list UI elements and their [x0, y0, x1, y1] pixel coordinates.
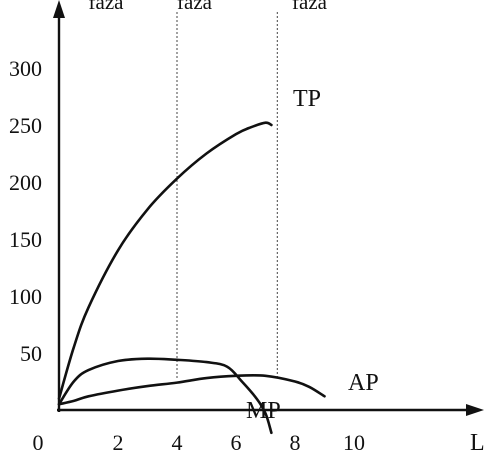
x-axis-label: L [470, 430, 485, 454]
curve-labels: TP AP MP [246, 86, 379, 424]
series-label-mp: MP [246, 398, 281, 424]
phase-label-3: faza [292, 0, 328, 14]
y-tick-labels: 300 250 200 150 100 50 [9, 56, 42, 366]
curve-tp [57, 121, 273, 400]
x-tick-label: 0 [33, 430, 44, 454]
x-tick-label: 10 [343, 430, 365, 454]
y-tick-label: 250 [9, 113, 42, 138]
y-axis-arrow-icon [53, 0, 65, 18]
phase-label-1: faza [89, 0, 125, 14]
y-tick-label: 300 [9, 56, 42, 81]
y-tick-label: 100 [9, 284, 42, 309]
y-tick-label: 150 [9, 227, 42, 252]
x-axis-arrow-icon [466, 404, 484, 416]
phase-lines [176, 12, 278, 380]
x-tick-label: 2 [113, 430, 124, 454]
x-tick-label: 4 [172, 430, 183, 454]
x-tick-label: 6 [231, 430, 242, 454]
phase-labels: faza faza faza [89, 0, 328, 14]
series-label-ap: AP [348, 370, 379, 396]
y-tick-label: 200 [9, 170, 42, 195]
curves [57, 121, 326, 435]
x-tick-label: 8 [290, 430, 301, 454]
x-tick-labels: 0 2 4 6 8 10 [33, 430, 366, 454]
curve-ap [57, 373, 326, 406]
curve-mp [57, 357, 273, 435]
series-label-tp: TP [293, 86, 321, 112]
phase-label-2: faza [177, 0, 213, 14]
y-tick-label: 50 [20, 341, 42, 366]
axes [53, 0, 484, 416]
